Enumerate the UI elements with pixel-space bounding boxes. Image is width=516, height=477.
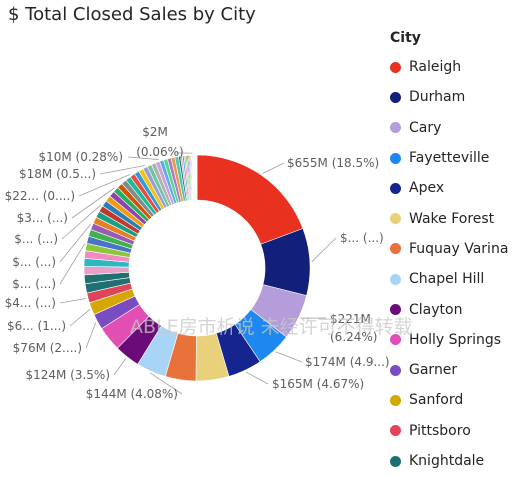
legend-item[interactable]: Apex [390, 173, 514, 203]
legend-item[interactable]: Holly Springs [390, 325, 514, 355]
legend-swatch [390, 243, 401, 255]
legend-label: Garner [409, 362, 458, 379]
legend-item[interactable]: Fuquay Varina [390, 234, 514, 264]
data-label: (6.24%) [330, 330, 377, 344]
legend-item[interactable]: Garner [390, 355, 514, 385]
label-leader-lines [59, 152, 337, 395]
leader-line [127, 156, 159, 160]
leader-line [71, 187, 115, 219]
legend-item[interactable]: Sanford [390, 385, 514, 415]
legend-label: Clayton [409, 301, 463, 318]
data-label: $6... (1...) [7, 319, 66, 333]
leader-line [262, 162, 285, 174]
donut-chart[interactable]: $655M (18.5%) $... (...) $221M (6.24%) $174M… [0, 0, 390, 477]
data-label: $124M (3.5%) [25, 368, 110, 382]
legend-label: Apex [409, 180, 445, 197]
legend-swatch [390, 394, 401, 406]
legend-swatch [390, 152, 401, 164]
leader-line [99, 165, 145, 175]
legend-item[interactable]: Clayton [390, 294, 514, 324]
data-label: $2M [142, 125, 168, 139]
legend-item[interactable]: Fayetteville [390, 143, 514, 173]
leader-line [113, 358, 127, 376]
legend-swatch [390, 304, 401, 316]
legend-swatch [390, 334, 401, 346]
legend-item[interactable]: Wake Forest [390, 203, 514, 233]
data-label: $18M (0.5...) [19, 167, 96, 181]
legend-label: Knightdale [409, 453, 485, 469]
legend-label: Pittsboro [409, 422, 471, 439]
legend-label: Chapel Hill [409, 271, 485, 288]
legend-label: Cary [409, 119, 442, 136]
leader-line [69, 309, 90, 327]
legend-label: Raleigh [409, 59, 462, 76]
donut-slices [83, 154, 311, 382]
data-label: $655M (18.5%) [287, 156, 379, 170]
legend-item[interactable]: Pittsboro [390, 416, 514, 446]
leader-line [59, 243, 85, 285]
legend-item[interactable]: Knightdale [390, 446, 514, 476]
data-label: $174M (4.9...) [305, 355, 390, 369]
leader-line [61, 204, 102, 240]
leader-line [150, 372, 183, 395]
data-label: $165M (4.67%) [272, 377, 364, 391]
leader-line [85, 322, 97, 349]
legend-swatch [390, 91, 401, 103]
data-label: $22... (0....) [5, 189, 75, 203]
data-label: $221M [330, 312, 371, 326]
legend-label: Durham [409, 89, 466, 106]
data-label: $... (...) [12, 277, 56, 291]
data-labels: $655M (18.5%) $... (...) $221M (6.24%) $174M… [5, 125, 390, 401]
leader-line [311, 237, 337, 262]
data-label: $... (...) [14, 232, 58, 246]
data-label: $3... (...) [17, 211, 68, 225]
legend-swatch [390, 61, 401, 73]
legend-swatch [390, 455, 401, 467]
legend-swatch [390, 122, 401, 134]
legend: City Raleigh Durham Cary Fayetteville Apex Wa… [390, 30, 514, 476]
legend-title: City [390, 30, 421, 46]
data-label: $76M (2....) [13, 341, 82, 355]
legend-swatch [390, 425, 401, 437]
legend-label: Fuquay Varina [409, 240, 509, 257]
leader-line [275, 351, 303, 363]
data-label: $4... (...) [5, 296, 56, 310]
chart-title: $ Total Closed Sales by City [8, 4, 256, 25]
legend-item[interactable]: Cary [390, 113, 514, 143]
leader-line [59, 223, 91, 263]
legend-item[interactable]: Durham [390, 82, 514, 112]
legend-item[interactable]: Raleigh [390, 52, 514, 82]
legend-swatch [390, 273, 401, 285]
leader-line [245, 371, 269, 385]
legend-label: Fayetteville [409, 150, 490, 167]
leader-line [78, 174, 131, 197]
legend-swatch [390, 213, 401, 225]
legend-item[interactable]: Chapel Hill [390, 264, 514, 294]
legend-label: Wake Forest [409, 210, 495, 227]
legend-swatch [390, 182, 401, 194]
legend-label: Sanford [409, 392, 464, 409]
legend-label: Holly Springs [409, 331, 502, 348]
legend-swatch [390, 364, 401, 376]
data-label: $10M (0.28%) [38, 150, 123, 164]
data-label: (0.06%) [136, 145, 183, 159]
leader-line [59, 298, 87, 304]
data-label: $... (...) [340, 231, 384, 245]
data-label: $144M (4.08%) [86, 387, 178, 401]
data-label: $... (...) [12, 255, 56, 269]
